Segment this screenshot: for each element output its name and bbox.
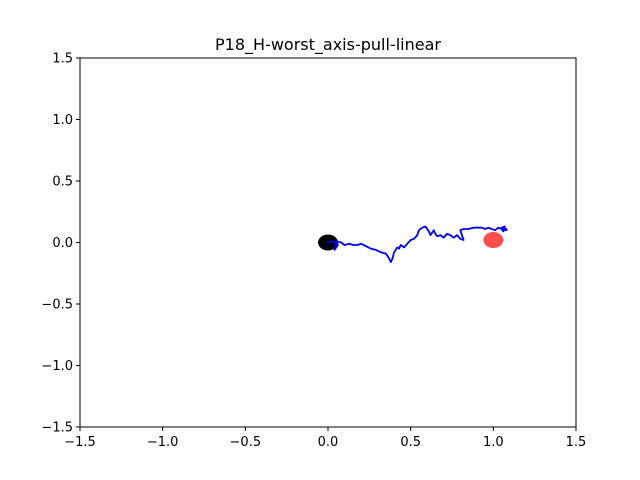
y-tick-label: −0.5 xyxy=(41,298,73,313)
x-tick-label: −1.0 xyxy=(147,435,179,450)
x-axis-ticks: −1.5 −1.0 −0.5 0.0 0.5 1.0 1.5 xyxy=(64,427,586,450)
y-tick-label: 0.5 xyxy=(52,175,73,190)
trajectory-line xyxy=(327,225,508,264)
y-tick-label: −1.0 xyxy=(41,359,73,374)
y-tick-label: −1.5 xyxy=(41,421,73,436)
chart-title: P18_H-worst_axis-pull-linear xyxy=(215,35,441,55)
y-tick-label: 1.5 xyxy=(52,52,73,67)
x-tick-label: 1.0 xyxy=(483,435,504,450)
y-tick-label: 0.0 xyxy=(52,236,73,251)
x-tick-label: 1.5 xyxy=(566,435,587,450)
y-tick-label: 1.0 xyxy=(52,113,73,128)
x-tick-label: −0.5 xyxy=(230,435,262,450)
x-tick-label: 0.5 xyxy=(400,435,421,450)
goal-marker xyxy=(483,232,504,249)
series-layer xyxy=(327,225,508,264)
x-tick-label: −1.5 xyxy=(64,435,96,450)
y-axis-ticks: −1.5 −1.0 −0.5 0.0 0.5 1.0 1.5 xyxy=(41,52,80,436)
x-tick-label: 0.0 xyxy=(318,435,339,450)
